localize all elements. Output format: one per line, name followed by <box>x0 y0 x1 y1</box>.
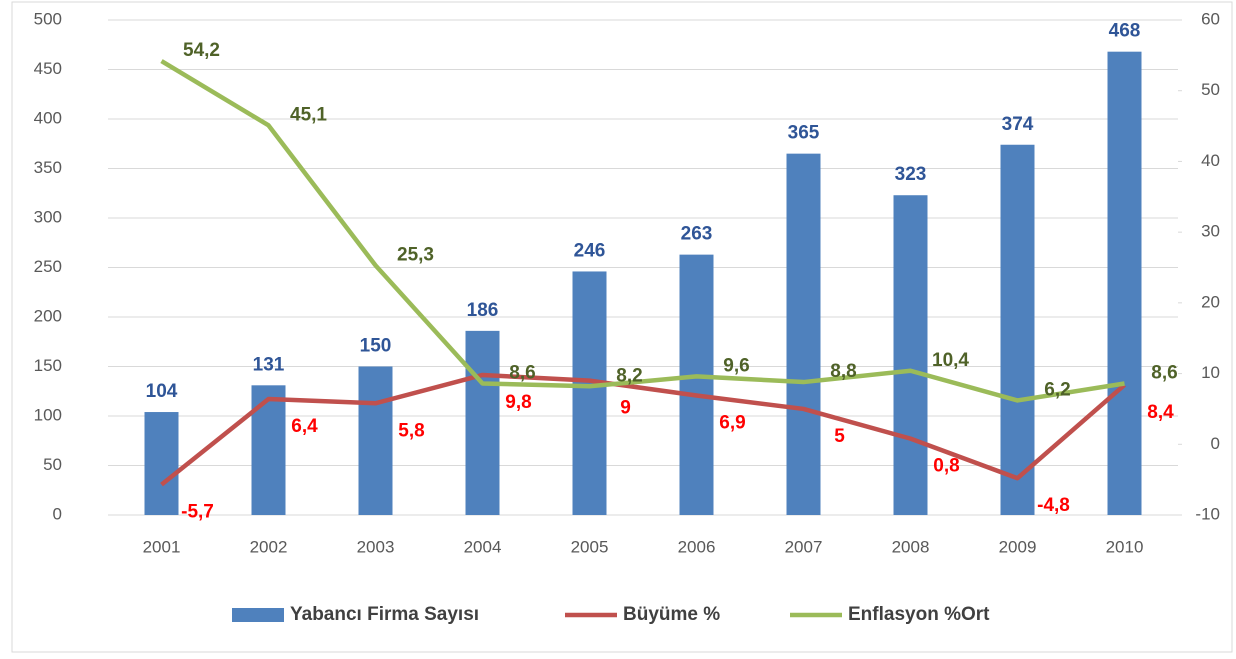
x-tick-label: 2007 <box>785 537 823 556</box>
x-tick-label: 2010 <box>1106 537 1144 556</box>
data-label: 5 <box>834 426 845 447</box>
data-label: 10,4 <box>932 350 969 371</box>
data-label: 9,6 <box>723 355 749 376</box>
line-series <box>160 372 1126 487</box>
y-tick-label: 100 <box>34 405 62 424</box>
data-label: 5,8 <box>398 420 424 441</box>
data-label: 8,6 <box>1151 362 1177 383</box>
data-label: -5,7 <box>181 502 214 523</box>
y-tick-label: 450 <box>34 59 62 78</box>
chart-frame <box>11 1 1233 653</box>
data-label: 468 <box>1109 21 1141 42</box>
data-label: 323 <box>895 164 927 185</box>
data-label: 9 <box>620 398 631 419</box>
data-label: 0,8 <box>933 456 959 477</box>
data-label: -4,8 <box>1037 495 1070 516</box>
y-tick-label: 250 <box>34 257 62 276</box>
data-label: 6,4 <box>291 416 318 437</box>
x-tick-label: 2002 <box>250 537 288 556</box>
data-label: 45,1 <box>290 104 327 125</box>
data-label: 374 <box>1002 114 1034 135</box>
legend-label: Yabancı Firma Sayısı <box>290 604 479 625</box>
data-label: 365 <box>788 123 820 144</box>
y2-tick-label: 30 <box>1201 222 1220 241</box>
x-tick-label: 2006 <box>678 537 716 556</box>
x-tick-label: 2008 <box>892 537 930 556</box>
y2-tick-label: 60 <box>1201 9 1220 28</box>
bar <box>144 412 179 515</box>
y-tick-label: 150 <box>34 356 62 375</box>
bar <box>893 195 928 516</box>
data-label: 246 <box>574 240 606 261</box>
data-label: 8,4 <box>1147 402 1174 423</box>
y-tick-label: 350 <box>34 158 62 177</box>
bar <box>1000 144 1035 516</box>
data-label: 104 <box>146 381 178 402</box>
y-tick-label: 500 <box>34 9 62 28</box>
legend-label: Büyüme % <box>623 604 720 625</box>
x-tick-label: 2003 <box>357 537 395 556</box>
y2-tick-label: 40 <box>1201 151 1220 170</box>
x-tick-label: 2004 <box>464 537 502 556</box>
x-tick-label: 2001 <box>143 537 181 556</box>
x-tick-label: 2005 <box>571 537 609 556</box>
bar <box>358 366 393 515</box>
bar <box>572 271 607 515</box>
y-tick-label: 200 <box>34 306 62 325</box>
data-label: 150 <box>360 336 392 357</box>
y2-tick-label: 50 <box>1201 80 1220 99</box>
y-tick-label: 400 <box>34 108 62 127</box>
data-label: 54,2 <box>183 40 220 61</box>
y2-tick-label: -10 <box>1195 504 1220 523</box>
bar <box>786 153 821 515</box>
data-label: 263 <box>681 224 713 245</box>
data-label: 8,2 <box>616 365 642 386</box>
data-label: 131 <box>253 354 285 375</box>
data-label: 8,6 <box>509 362 535 383</box>
bar <box>679 254 714 515</box>
bar <box>251 385 286 515</box>
data-label: 6,2 <box>1044 379 1070 400</box>
y-tick-label: 0 <box>53 504 62 523</box>
y-tick-label: 50 <box>43 455 62 474</box>
y2-tick-label: 10 <box>1201 363 1220 382</box>
data-label: 6,9 <box>719 413 745 434</box>
x-tick-label: 2009 <box>999 537 1037 556</box>
y2-tick-label: 0 <box>1211 434 1220 453</box>
bar <box>1107 51 1142 516</box>
y2-tick-label: 20 <box>1201 292 1220 311</box>
data-label: 25,3 <box>397 244 434 265</box>
legend-swatch <box>232 608 284 622</box>
data-label: 8,8 <box>830 361 856 382</box>
line-series <box>160 59 1125 403</box>
legend-label: Enflasyon %Ort <box>848 604 990 625</box>
data-label: 186 <box>467 300 499 321</box>
bar <box>465 330 500 515</box>
y-tick-label: 300 <box>34 207 62 226</box>
data-label: 9,8 <box>505 392 531 413</box>
